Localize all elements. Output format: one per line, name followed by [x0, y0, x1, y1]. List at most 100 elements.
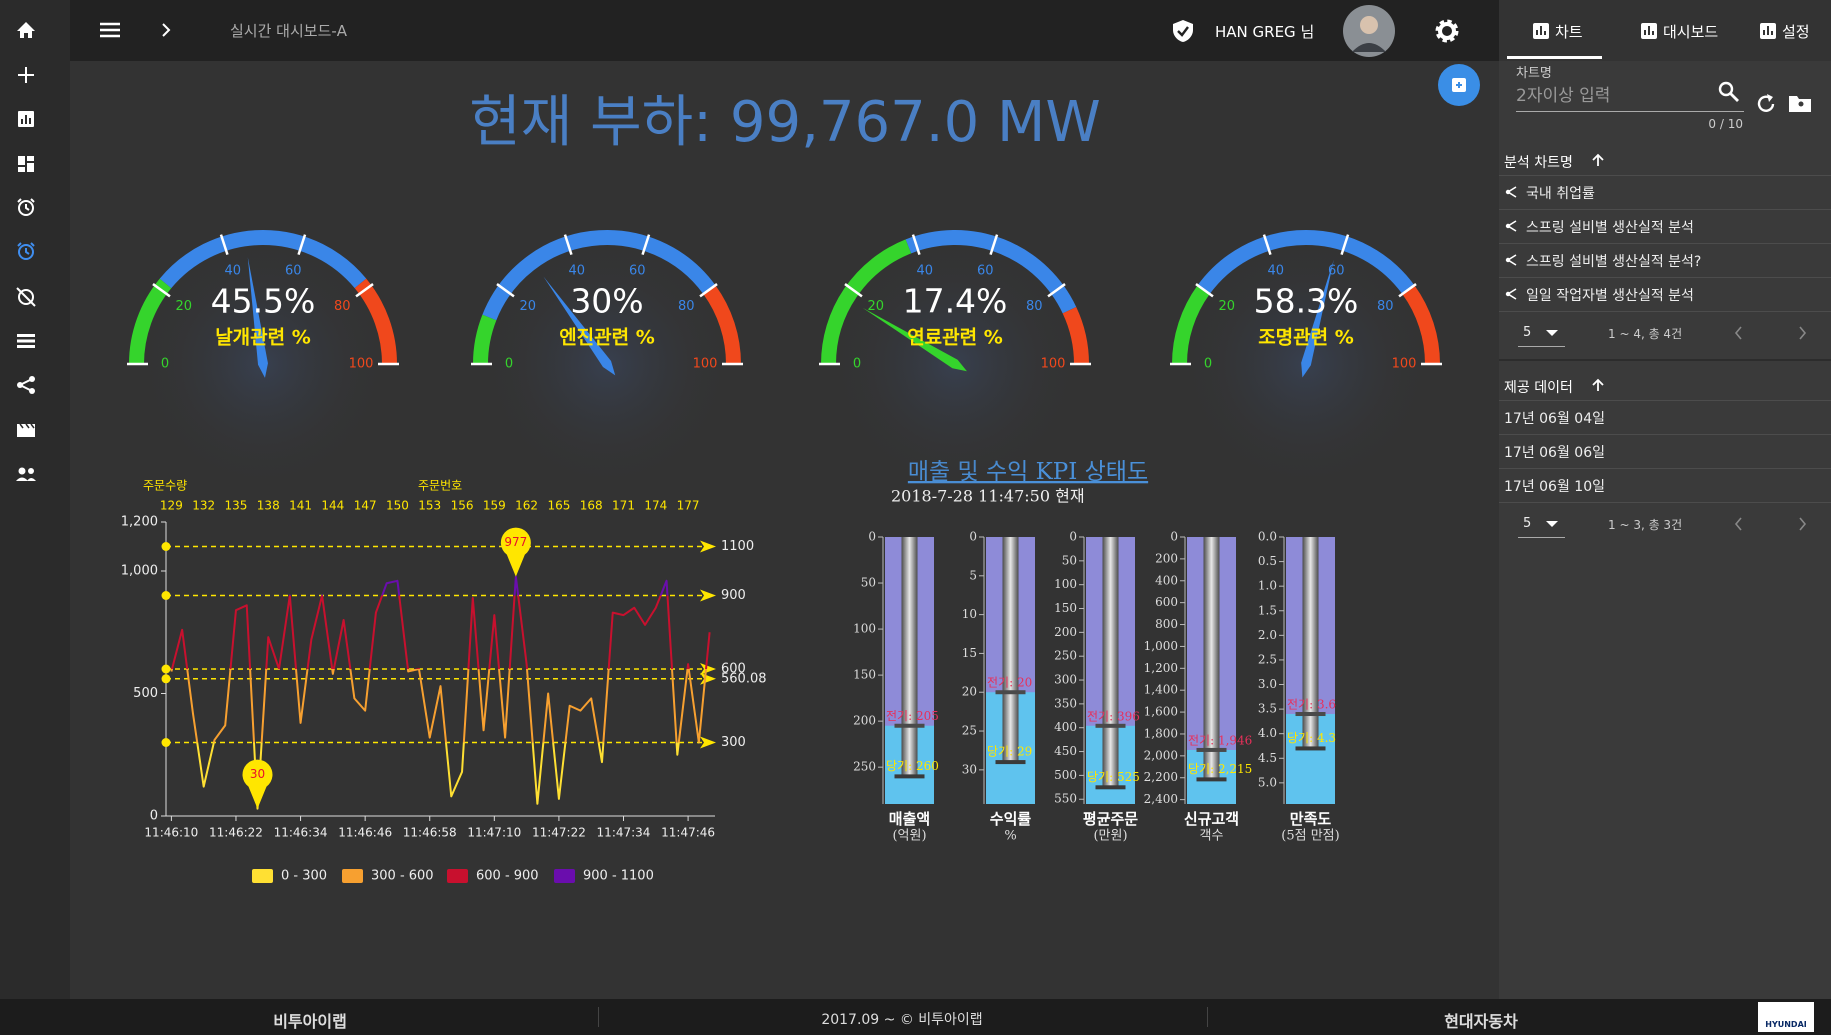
alarm-active-shape — [17, 242, 35, 255]
gauge-tick — [496, 283, 515, 298]
chevron-icon — [162, 23, 171, 37]
section-divider — [1499, 359, 1831, 361]
gauge-tick-label: 40 — [1267, 263, 1284, 278]
reference-label: 900 — [721, 588, 746, 603]
page-size[interactable]: 5 — [1523, 325, 1532, 340]
home-icon[interactable] — [17, 22, 35, 38]
gauge-band — [821, 239, 912, 365]
row-divider — [1499, 277, 1831, 278]
search-button[interactable] — [1717, 80, 1741, 104]
gauge-band — [159, 230, 367, 289]
menu-button[interactable] — [96, 18, 124, 42]
prev-page-button[interactable] — [1733, 325, 1745, 341]
add-icon[interactable] — [18, 67, 34, 83]
alarm-off-icon[interactable] — [16, 287, 36, 307]
prev-page-arrow — [1734, 326, 1742, 340]
alarm-icon[interactable] — [17, 198, 35, 216]
input-counter: 0 / 10 — [1708, 117, 1743, 131]
footer-left: 비투아이랩 — [273, 1012, 347, 1031]
share-icon[interactable] — [17, 376, 35, 394]
menu-icon — [100, 22, 120, 38]
avatar[interactable] — [1342, 4, 1396, 58]
footer-center: 2017.09 ~ © 비투아이랩 — [821, 1012, 983, 1028]
tab-label: 설정 — [1782, 22, 1810, 41]
gauge-tick — [699, 283, 718, 298]
kpi-tick-label: 0 — [1170, 530, 1178, 544]
search-input[interactable]: 2자이상 입력 — [1516, 86, 1611, 106]
list-item[interactable]: 17년 06월 10일 — [1504, 479, 1605, 495]
gauge-needle — [862, 307, 967, 372]
page-size-dropdown[interactable] — [1546, 521, 1558, 529]
list-item[interactable]: 일일 작업자별 생산실적 분석 — [1526, 288, 1694, 304]
reference-arrow — [700, 589, 716, 602]
chart-icon[interactable] — [18, 111, 34, 127]
sort-icon[interactable] — [1592, 378, 1604, 392]
list-item[interactable]: 17년 06월 06일 — [1504, 445, 1605, 461]
page-size-dropdown[interactable] — [1546, 330, 1558, 338]
kpi-tick-label: 200 — [1054, 625, 1077, 639]
list-item[interactable]: 국내 취업률 — [1526, 186, 1595, 202]
kpi-tick-label: 4.0 — [1258, 726, 1277, 740]
gauge-tick — [297, 234, 307, 256]
fab-button[interactable] — [1437, 63, 1481, 107]
gauge-tick — [844, 283, 863, 298]
home-shape — [17, 22, 35, 38]
kpi-tick-label: 0 — [1069, 530, 1077, 544]
list-item[interactable]: 스프링 설비별 생산실적 분석 — [1526, 220, 1694, 236]
reference-dot — [161, 674, 171, 684]
alarm-active-icon[interactable] — [17, 242, 35, 260]
kpi-current-tube — [1203, 537, 1220, 780]
refresh-button[interactable] — [1754, 92, 1778, 116]
kpi-unit: % — [1004, 829, 1016, 844]
movie-shape — [17, 424, 35, 437]
kpi-previous-label: 전기: 3.6 — [1287, 698, 1336, 712]
kpi-tick-label: 150 — [853, 668, 876, 682]
folder-button[interactable] — [1787, 92, 1813, 114]
next-page-button[interactable] — [1797, 516, 1809, 532]
gauge-tick-label: 60 — [629, 263, 646, 278]
gauge-tick-label: 0 — [505, 357, 513, 372]
kpi-tick-label: 3.0 — [1258, 677, 1277, 691]
x-tick-label: 11:46:34 — [274, 826, 328, 840]
order-tick-label: 135 — [225, 499, 248, 513]
field-label: 차트명 — [1516, 66, 1552, 81]
gauge-tick-label: 20 — [519, 299, 536, 314]
list-icon[interactable] — [17, 334, 35, 348]
share-icon — [1505, 186, 1517, 198]
people-icon[interactable] — [16, 467, 36, 482]
kpi-tick-label: 500 — [1054, 768, 1077, 782]
dashboard-icon[interactable] — [18, 156, 34, 172]
kpi-previous-label: 전기: 20 — [987, 676, 1032, 690]
gauge-tick — [989, 234, 999, 256]
avatar-body — [1352, 43, 1386, 52]
tab[interactable]: 차트 — [1532, 19, 1583, 43]
kpi-tick-label: 350 — [1054, 696, 1077, 710]
prev-page-arrow — [1734, 517, 1742, 531]
kpi-tick-label: 20 — [962, 685, 977, 699]
kpi-unit: 객수 — [1200, 829, 1224, 844]
page-size[interactable]: 5 — [1523, 516, 1532, 531]
tab[interactable]: 대시보드 — [1640, 19, 1718, 43]
prev-page-button[interactable] — [1733, 516, 1745, 532]
reference-arrow — [700, 736, 716, 749]
gauge-band — [1402, 285, 1440, 365]
tab[interactable]: 설정 — [1759, 19, 1810, 43]
reference-dot — [161, 591, 171, 600]
settings-button[interactable] — [1433, 17, 1461, 45]
right-panel: 차트명 2자이상 입력 0 / 10 차트 대시보드 설정 분석 차트명 국내 취업률 스… — [1499, 0, 1831, 999]
kpi-current-tube — [1102, 537, 1119, 788]
order-tick-label: 132 — [192, 499, 215, 513]
kpi-tick-label: 200 — [853, 714, 876, 728]
list-item[interactable]: 17년 06월 04일 — [1504, 411, 1605, 427]
user-name[interactable]: HAN GREG 님 — [1215, 23, 1315, 41]
gauge-value: 58.3% — [1254, 282, 1359, 321]
next-page-button[interactable] — [1797, 325, 1809, 341]
movie-icon[interactable] — [17, 423, 35, 437]
search-lens — [1718, 81, 1734, 97]
gauge-band — [482, 230, 716, 321]
list-item[interactable]: 스프링 설비별 생산실적 분석? — [1526, 254, 1702, 270]
refresh-arc — [1757, 95, 1775, 112]
sort-icon[interactable] — [1592, 153, 1604, 167]
gauge-needle — [247, 257, 268, 378]
order-tick-label: 171 — [612, 499, 635, 513]
